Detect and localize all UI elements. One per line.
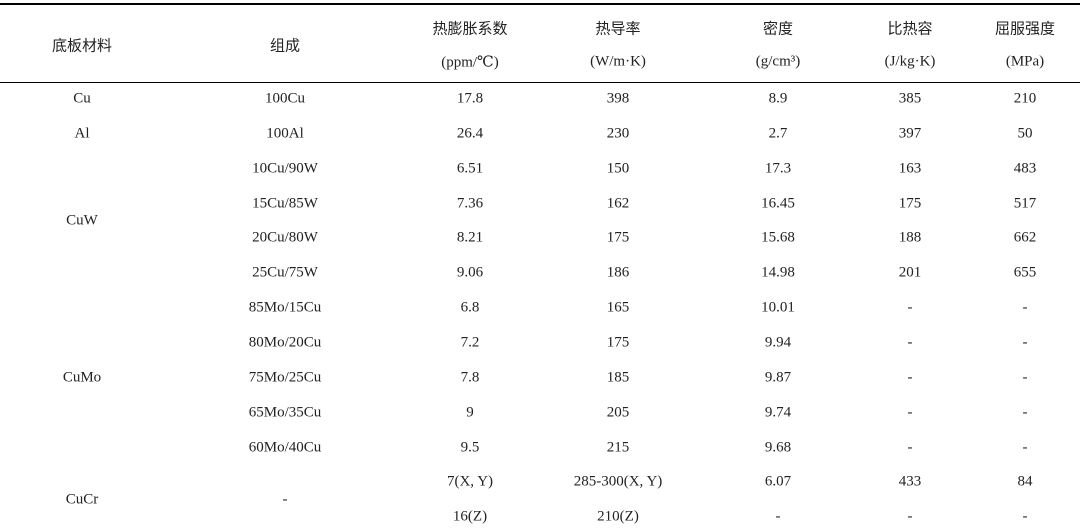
cell: 185 (606, 369, 630, 386)
cell: 285-300(X, Y) (573, 473, 663, 490)
cell: - (1022, 508, 1028, 525)
cell: 186 (606, 264, 630, 281)
material: CuCr (65, 491, 99, 508)
cell: 8.9 (768, 90, 788, 107)
top-rule (0, 3, 1080, 5)
header-label: 屈服强度 (994, 21, 1056, 38)
cell: - (907, 508, 913, 525)
cell: 7.36 (456, 195, 484, 212)
cell: 2.7 (768, 125, 788, 142)
cell: 14.98 (761, 264, 795, 281)
cell: 210(Z) (597, 508, 639, 525)
cell: 7.2 (460, 334, 480, 351)
cell: - (775, 508, 781, 525)
cell: 16(Z) (452, 508, 488, 525)
cell: 6.07 (764, 473, 792, 490)
cell: - (907, 404, 913, 421)
cell: 84 (1017, 473, 1033, 490)
header-label: 底板材料 (51, 38, 113, 55)
cell: 175 (606, 334, 630, 351)
cell: 8.21 (456, 229, 484, 246)
composition: 20Cu/80W (252, 229, 318, 246)
cell: 483 (1013, 160, 1037, 177)
header-unit: (MPa) (1005, 53, 1045, 70)
cell: 205 (606, 404, 630, 421)
header-label: 比热容 (887, 21, 933, 38)
cell: 165 (606, 299, 630, 316)
cell: 433 (898, 473, 922, 490)
cell: 17.3 (764, 160, 792, 177)
cell: 10.01 (761, 299, 795, 316)
cell: 662 (1013, 229, 1037, 246)
cell: 655 (1013, 264, 1037, 281)
cell: 15.68 (761, 229, 795, 246)
cell: 9 (466, 404, 474, 421)
header-label: 热导率 (595, 21, 641, 38)
cell: - (1022, 404, 1028, 421)
cell: 16.45 (761, 195, 795, 212)
material: Al (74, 125, 90, 142)
cell: 9.87 (764, 369, 792, 386)
cell: 230 (606, 125, 630, 142)
cell: - (907, 439, 913, 455)
material: CuMo (62, 369, 102, 386)
cell: 6.8 (460, 299, 480, 316)
composition: 85Mo/15Cu (248, 299, 322, 316)
cell: 201 (898, 264, 922, 281)
cell: - (1022, 334, 1028, 351)
material: Cu (73, 90, 91, 107)
cell: 26.4 (456, 125, 484, 142)
composition: 60Mo/40Cu (248, 439, 322, 455)
cell: 9.68 (764, 439, 792, 455)
cell: 7.8 (460, 369, 480, 386)
cell: 175 (898, 195, 922, 212)
cell: 9.74 (764, 404, 792, 421)
cell: - (907, 299, 913, 316)
header-unit: (ppm/℃) (441, 54, 499, 71)
cell: 7(X, Y) (446, 473, 494, 490)
cell: 385 (898, 90, 922, 107)
cell: - (1022, 439, 1028, 455)
cell: 398 (606, 90, 630, 107)
cell: 215 (606, 439, 630, 455)
cell: 6.51 (456, 160, 484, 177)
cell: 50 (1017, 125, 1033, 142)
composition: 15Cu/85W (252, 195, 318, 212)
composition: 65Mo/35Cu (248, 404, 322, 421)
composition: 10Cu/90W (252, 160, 318, 177)
composition: 80Mo/20Cu (248, 334, 322, 351)
cell: - (1022, 299, 1028, 316)
cell: 517 (1013, 195, 1037, 212)
composition: 100Al (266, 125, 304, 142)
composition: 100Cu (264, 90, 306, 107)
cell: 188 (898, 229, 922, 246)
cell: 9.5 (460, 439, 480, 455)
header-unit: (g/cm³) (755, 53, 801, 70)
cell: 9.94 (764, 334, 792, 351)
cell: 150 (606, 160, 630, 177)
cell: - (907, 369, 913, 386)
header-unit: (J/kg·K) (884, 53, 936, 70)
header-label: 密度 (762, 21, 794, 38)
composition: 25Cu/75W (252, 264, 318, 281)
cell: - (907, 334, 913, 351)
header-rule (0, 82, 1080, 83)
composition: 75Mo/25Cu (248, 369, 322, 386)
cell: - (1022, 369, 1028, 386)
cell: 163 (898, 160, 922, 177)
header-unit: (W/m·K) (590, 53, 646, 70)
material: CuW (66, 212, 98, 229)
cell: 175 (606, 229, 630, 246)
header-label: 组成 (269, 38, 301, 55)
cell: 162 (606, 195, 630, 212)
cell: 9.06 (456, 264, 484, 281)
cell: 17.8 (456, 90, 484, 107)
cell: 397 (898, 125, 922, 142)
header-label: 热膨胀系数 (432, 21, 508, 38)
cell: 210 (1013, 90, 1037, 107)
composition: - (282, 491, 288, 508)
